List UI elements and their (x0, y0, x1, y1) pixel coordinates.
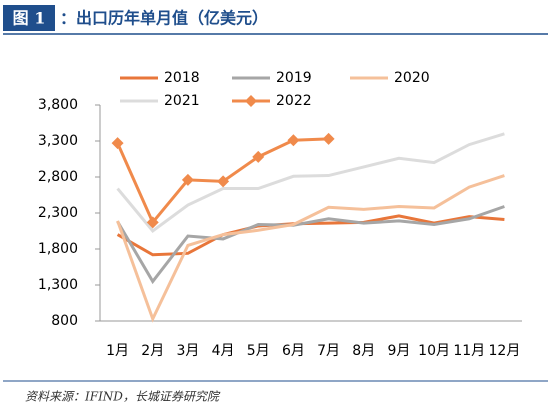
marker (146, 216, 159, 229)
legend-marker (245, 95, 257, 107)
legend-label: 2022 (276, 93, 312, 109)
x-tick-label: 9月 (387, 343, 410, 359)
y-tick-label: 800 (51, 313, 78, 329)
source: 资料来源：IFIND，长城证券研究院 (25, 390, 221, 404)
marker (287, 134, 300, 147)
x-tick-label: 8月 (352, 343, 375, 359)
y-tick-label: 3,300 (38, 133, 78, 149)
x-tick-label: 6月 (282, 343, 305, 359)
title-box (3, 5, 55, 31)
y-tick-label: 3,800 (38, 97, 78, 113)
x-tick-label: 7月 (317, 343, 340, 359)
y-tick-label: 1,800 (38, 241, 78, 257)
x-tick-label: 5月 (247, 343, 270, 359)
marker (217, 175, 230, 188)
title-label: 图 1 (13, 9, 46, 28)
series-line (116, 132, 505, 234)
marker (111, 137, 124, 150)
x-tick-label: 1月 (106, 343, 129, 359)
marker (181, 173, 194, 186)
marker (252, 150, 265, 163)
y-tick-label: 2,300 (38, 205, 78, 221)
x-tick-label: 3月 (176, 343, 199, 359)
x-tick-label: 10月 (418, 343, 450, 359)
series-line (116, 174, 505, 323)
x-tick-label: 4月 (212, 343, 235, 359)
series-line (116, 205, 505, 285)
y-tick-label: 2,800 (38, 169, 78, 185)
x-tick-label: 12月 (489, 343, 521, 359)
legend-label: 2018 (164, 70, 200, 86)
legend-label: 2021 (164, 93, 200, 109)
chart-title: ：出口历年单月值（亿美元） (60, 9, 268, 28)
x-tick-label: 2月 (141, 343, 164, 359)
legend-label: 2019 (276, 70, 312, 86)
legend-label: 2020 (394, 70, 430, 86)
y-tick-label: 1,300 (38, 277, 78, 293)
x-tick-label: 11月 (453, 343, 485, 359)
marker (322, 132, 335, 145)
